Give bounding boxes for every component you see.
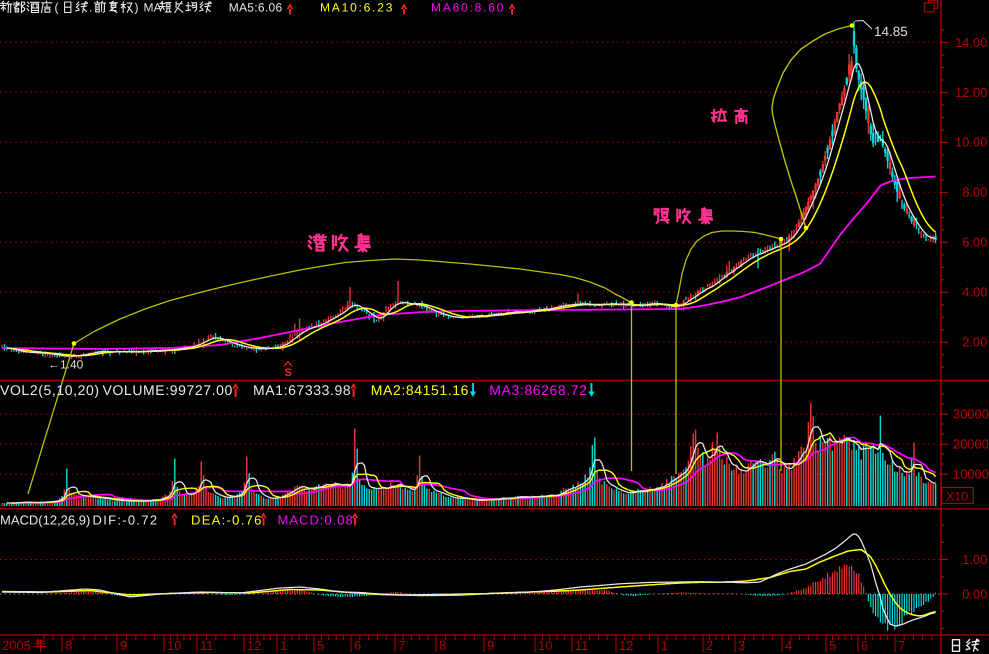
- svg-text:MA5:6.06: MA5:6.06: [229, 1, 283, 15]
- svg-text:MACD(12,26,9): MACD(12,26,9): [0, 513, 90, 528]
- svg-text:20000: 20000: [953, 437, 989, 452]
- svg-text:8: 8: [65, 638, 72, 653]
- svg-text:DIF:-0.72: DIF:-0.72: [93, 513, 159, 528]
- svg-text:10.00: 10.00: [955, 135, 988, 150]
- svg-text:2: 2: [706, 638, 713, 653]
- svg-text:12.00: 12.00: [955, 85, 988, 100]
- svg-text:10: 10: [538, 638, 552, 653]
- svg-text:MACD:0.08: MACD:0.08: [278, 513, 354, 528]
- svg-text:14.85: 14.85: [874, 24, 908, 39]
- svg-text:10: 10: [167, 638, 181, 653]
- svg-text:5: 5: [317, 638, 324, 653]
- svg-text:14.00: 14.00: [955, 35, 988, 50]
- svg-text:8.00: 8.00: [962, 185, 987, 200]
- svg-text:1.00: 1.00: [962, 552, 987, 567]
- svg-text:9: 9: [120, 638, 127, 653]
- svg-text:S: S: [285, 367, 292, 379]
- svg-text:X10: X10: [946, 490, 968, 504]
- svg-text:11: 11: [200, 638, 214, 653]
- svg-text:3: 3: [738, 638, 745, 653]
- svg-text:.: .: [89, 1, 92, 15]
- svg-text:0.00: 0.00: [962, 587, 987, 602]
- svg-text:4: 4: [785, 638, 792, 653]
- svg-text:MA: MA: [144, 1, 162, 15]
- svg-text:6: 6: [354, 638, 361, 653]
- svg-text:10000: 10000: [953, 467, 989, 482]
- svg-text:12: 12: [619, 638, 633, 653]
- svg-text:2.00: 2.00: [962, 335, 987, 350]
- svg-text:8: 8: [439, 638, 446, 653]
- svg-text:): ): [135, 1, 139, 15]
- svg-text:30000: 30000: [953, 407, 989, 422]
- svg-text:7: 7: [898, 638, 905, 653]
- svg-text:6: 6: [861, 638, 868, 653]
- svg-text:MA2:84151.16: MA2:84151.16: [371, 382, 469, 398]
- svg-text:MA10:6.23: MA10:6.23: [320, 1, 394, 15]
- svg-text:6.00: 6.00: [962, 235, 987, 250]
- svg-text:VOLUME:99727.00: VOLUME:99727.00: [103, 382, 233, 398]
- svg-text:MA3:86268.72: MA3:86268.72: [489, 382, 587, 398]
- svg-text:DEA:-0.76: DEA:-0.76: [191, 513, 263, 528]
- svg-text:2005: 2005: [2, 638, 31, 653]
- svg-text:11: 11: [575, 638, 589, 653]
- svg-text:VOL2(5,10,20): VOL2(5,10,20): [0, 382, 100, 398]
- svg-text:1: 1: [661, 638, 668, 653]
- svg-text:12: 12: [247, 638, 261, 653]
- svg-text:7: 7: [398, 638, 405, 653]
- svg-text:1: 1: [280, 638, 287, 653]
- svg-text:9: 9: [487, 638, 494, 653]
- svg-text:4.00: 4.00: [962, 285, 987, 300]
- svg-text:MA60:8.60: MA60:8.60: [431, 1, 505, 15]
- svg-text:←1.40: ←1.40: [48, 358, 84, 372]
- svg-text:MA1:67333.98: MA1:67333.98: [253, 382, 351, 398]
- svg-text:(: (: [55, 1, 59, 15]
- svg-text:5: 5: [829, 638, 836, 653]
